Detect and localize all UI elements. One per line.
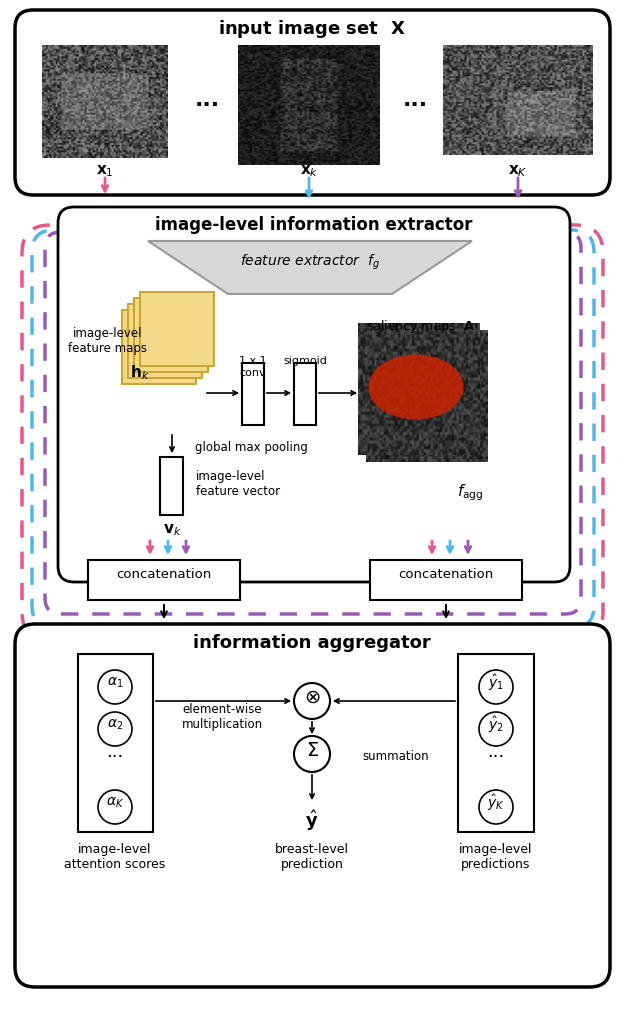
Text: $\hat{\mathbf{y}}$: $\hat{\mathbf{y}}$	[306, 808, 319, 832]
Text: sigmoid: sigmoid	[283, 356, 327, 366]
Text: ...: ...	[402, 90, 428, 110]
Text: saliency maps  $\mathbf{A}$: saliency maps $\mathbf{A}$	[366, 318, 474, 335]
Ellipse shape	[369, 354, 464, 420]
Text: concatenation: concatenation	[116, 568, 212, 581]
Bar	[370, 560, 522, 600]
Text: image-level
feature vector: image-level feature vector	[196, 470, 280, 498]
Bar	[140, 292, 214, 366]
Text: $\hat{y}_2$: $\hat{y}_2$	[488, 715, 504, 736]
Text: ...: ...	[194, 90, 219, 110]
Bar	[160, 457, 183, 515]
Circle shape	[294, 736, 330, 772]
Text: image-level information extractor: image-level information extractor	[155, 216, 472, 234]
Bar	[78, 654, 153, 832]
Text: image-level
attention scores: image-level attention scores	[64, 843, 166, 871]
Text: ...: ...	[106, 743, 124, 761]
Text: ...: ...	[488, 743, 504, 761]
Text: concatenation: concatenation	[398, 568, 494, 581]
Bar	[242, 363, 264, 425]
Circle shape	[98, 712, 132, 746]
Text: global max pooling: global max pooling	[195, 441, 308, 454]
Text: $\alpha_K$: $\alpha_K$	[106, 796, 124, 810]
Text: image-level
predictions: image-level predictions	[459, 843, 532, 871]
Text: breast-level
prediction: breast-level prediction	[275, 843, 349, 871]
Text: $\hat{y}_K$: $\hat{y}_K$	[487, 793, 505, 813]
Text: image-level
feature maps: image-level feature maps	[69, 327, 148, 355]
Text: $\mathbf{h}_k$: $\mathbf{h}_k$	[130, 363, 150, 381]
Bar	[458, 654, 534, 832]
FancyBboxPatch shape	[58, 207, 570, 582]
Circle shape	[479, 670, 513, 704]
Text: element-wise
multiplication: element-wise multiplication	[181, 703, 262, 731]
Bar	[134, 298, 208, 372]
Text: $f_{\rm agg}$: $f_{\rm agg}$	[457, 482, 483, 502]
Text: summation: summation	[362, 750, 429, 763]
Circle shape	[98, 670, 132, 704]
Text: 1 x 1
conv: 1 x 1 conv	[239, 356, 267, 377]
Text: $\hat{y}_1$: $\hat{y}_1$	[488, 673, 504, 693]
Circle shape	[479, 712, 513, 746]
Text: $\alpha_2$: $\alpha_2$	[107, 717, 123, 733]
FancyBboxPatch shape	[15, 10, 610, 195]
Circle shape	[294, 683, 330, 719]
FancyBboxPatch shape	[15, 624, 610, 987]
Bar	[128, 304, 202, 378]
Text: $\mathbf{x}_1$: $\mathbf{x}_1$	[96, 163, 114, 179]
Bar	[88, 560, 240, 600]
Text: $\otimes$: $\otimes$	[304, 687, 320, 706]
Polygon shape	[148, 241, 472, 294]
Text: $\mathbf{v}_k$: $\mathbf{v}_k$	[162, 522, 181, 538]
Text: information aggregator: information aggregator	[193, 634, 431, 652]
Circle shape	[479, 790, 513, 824]
Text: $\mathbf{x}_K$: $\mathbf{x}_K$	[508, 163, 528, 179]
Text: feature extractor  $f_g$: feature extractor $f_g$	[240, 252, 380, 271]
Text: input image set  $\mathbf{X}$: input image set $\mathbf{X}$	[218, 18, 406, 40]
Bar	[294, 363, 316, 425]
Text: $\alpha_1$: $\alpha_1$	[107, 676, 123, 690]
Text: $\Sigma$: $\Sigma$	[306, 741, 319, 760]
Circle shape	[98, 790, 132, 824]
Bar	[122, 310, 196, 384]
Text: $\mathbf{x}_k$: $\mathbf{x}_k$	[300, 163, 318, 179]
